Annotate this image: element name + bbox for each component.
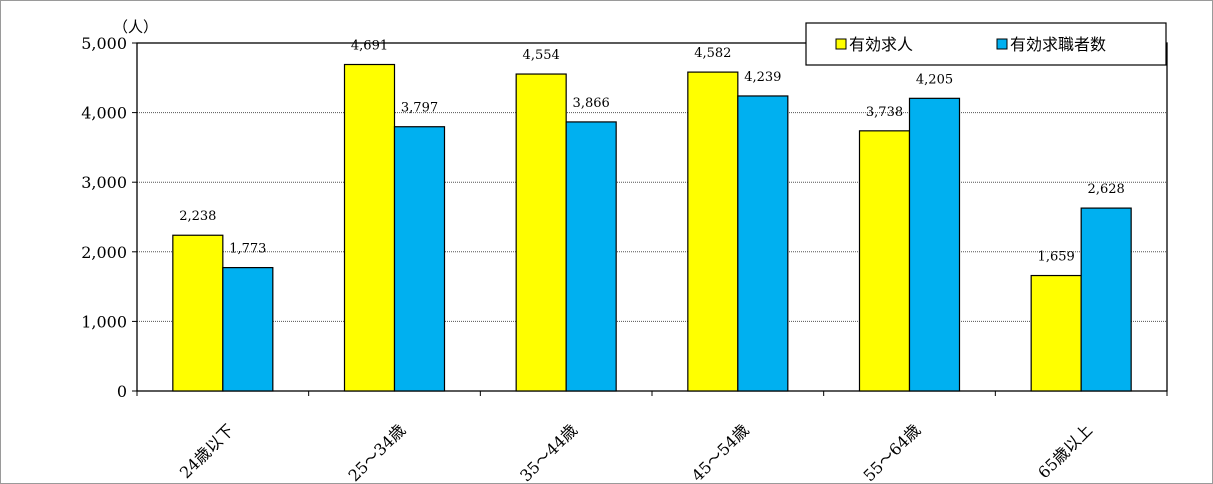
x-category-label: 25～34歳: [344, 420, 409, 483]
bar-yuko-kyushokusha[interactable]: [565, 121, 617, 392]
bar-yuko-kyujin[interactable]: [172, 234, 224, 392]
bar-yuko-kyujin[interactable]: [858, 130, 911, 392]
y-tick-label: 1,000: [81, 312, 127, 331]
legend-label: 有効求職者数: [1010, 35, 1106, 54]
bar-yuko-kyujin[interactable]: [687, 71, 739, 392]
y-unit-label: （人）: [113, 18, 158, 36]
plot-area-border: [136, 42, 1168, 392]
bar-yuko-kyujin[interactable]: [1030, 274, 1082, 392]
y-tick-label: 2,000: [81, 243, 127, 262]
bar-yuko-kyujin[interactable]: [343, 63, 396, 392]
x-category-label: 24歳以下: [176, 420, 238, 482]
x-category-label: 35～44歳: [516, 420, 581, 483]
x-category-label: 65歳以上: [1034, 420, 1096, 482]
data-label: 3,797: [401, 101, 438, 116]
bar-yuko-kyushokusha[interactable]: [393, 126, 446, 392]
x-category-label: 55～64歳: [859, 420, 924, 483]
bar-yuko-kyushokusha[interactable]: [737, 95, 789, 392]
y-tick-label: 5,000: [81, 34, 127, 53]
y-tick-label: 4,000: [81, 104, 127, 123]
y-tick-label: 0: [117, 382, 127, 401]
bar-yuko-kyushokusha[interactable]: [222, 266, 274, 392]
bar-yuko-kyujin[interactable]: [515, 73, 567, 392]
data-label: 3,866: [573, 96, 610, 111]
legend-swatch: [835, 38, 847, 50]
data-label: 2,628: [1088, 182, 1125, 197]
bar-yuko-kyushokusha[interactable]: [1080, 207, 1132, 392]
data-label: 4,205: [916, 72, 953, 87]
data-label: 4,554: [523, 48, 560, 63]
bar-yuko-kyushokusha[interactable]: [908, 97, 961, 392]
legend-label: 有効求人: [849, 35, 913, 54]
data-label: 1,659: [1038, 250, 1075, 265]
data-label: 4,691: [351, 39, 388, 54]
legend-box: [805, 22, 1167, 66]
data-label: 2,238: [179, 209, 216, 224]
data-label: 4,239: [744, 70, 781, 85]
data-label: 3,738: [866, 105, 903, 120]
data-label: 4,582: [694, 46, 731, 61]
y-tick-label: 3,000: [81, 173, 127, 192]
legend-swatch: [996, 38, 1008, 50]
data-label: 1,773: [229, 242, 266, 257]
x-category-label: 45～54歳: [688, 420, 753, 483]
